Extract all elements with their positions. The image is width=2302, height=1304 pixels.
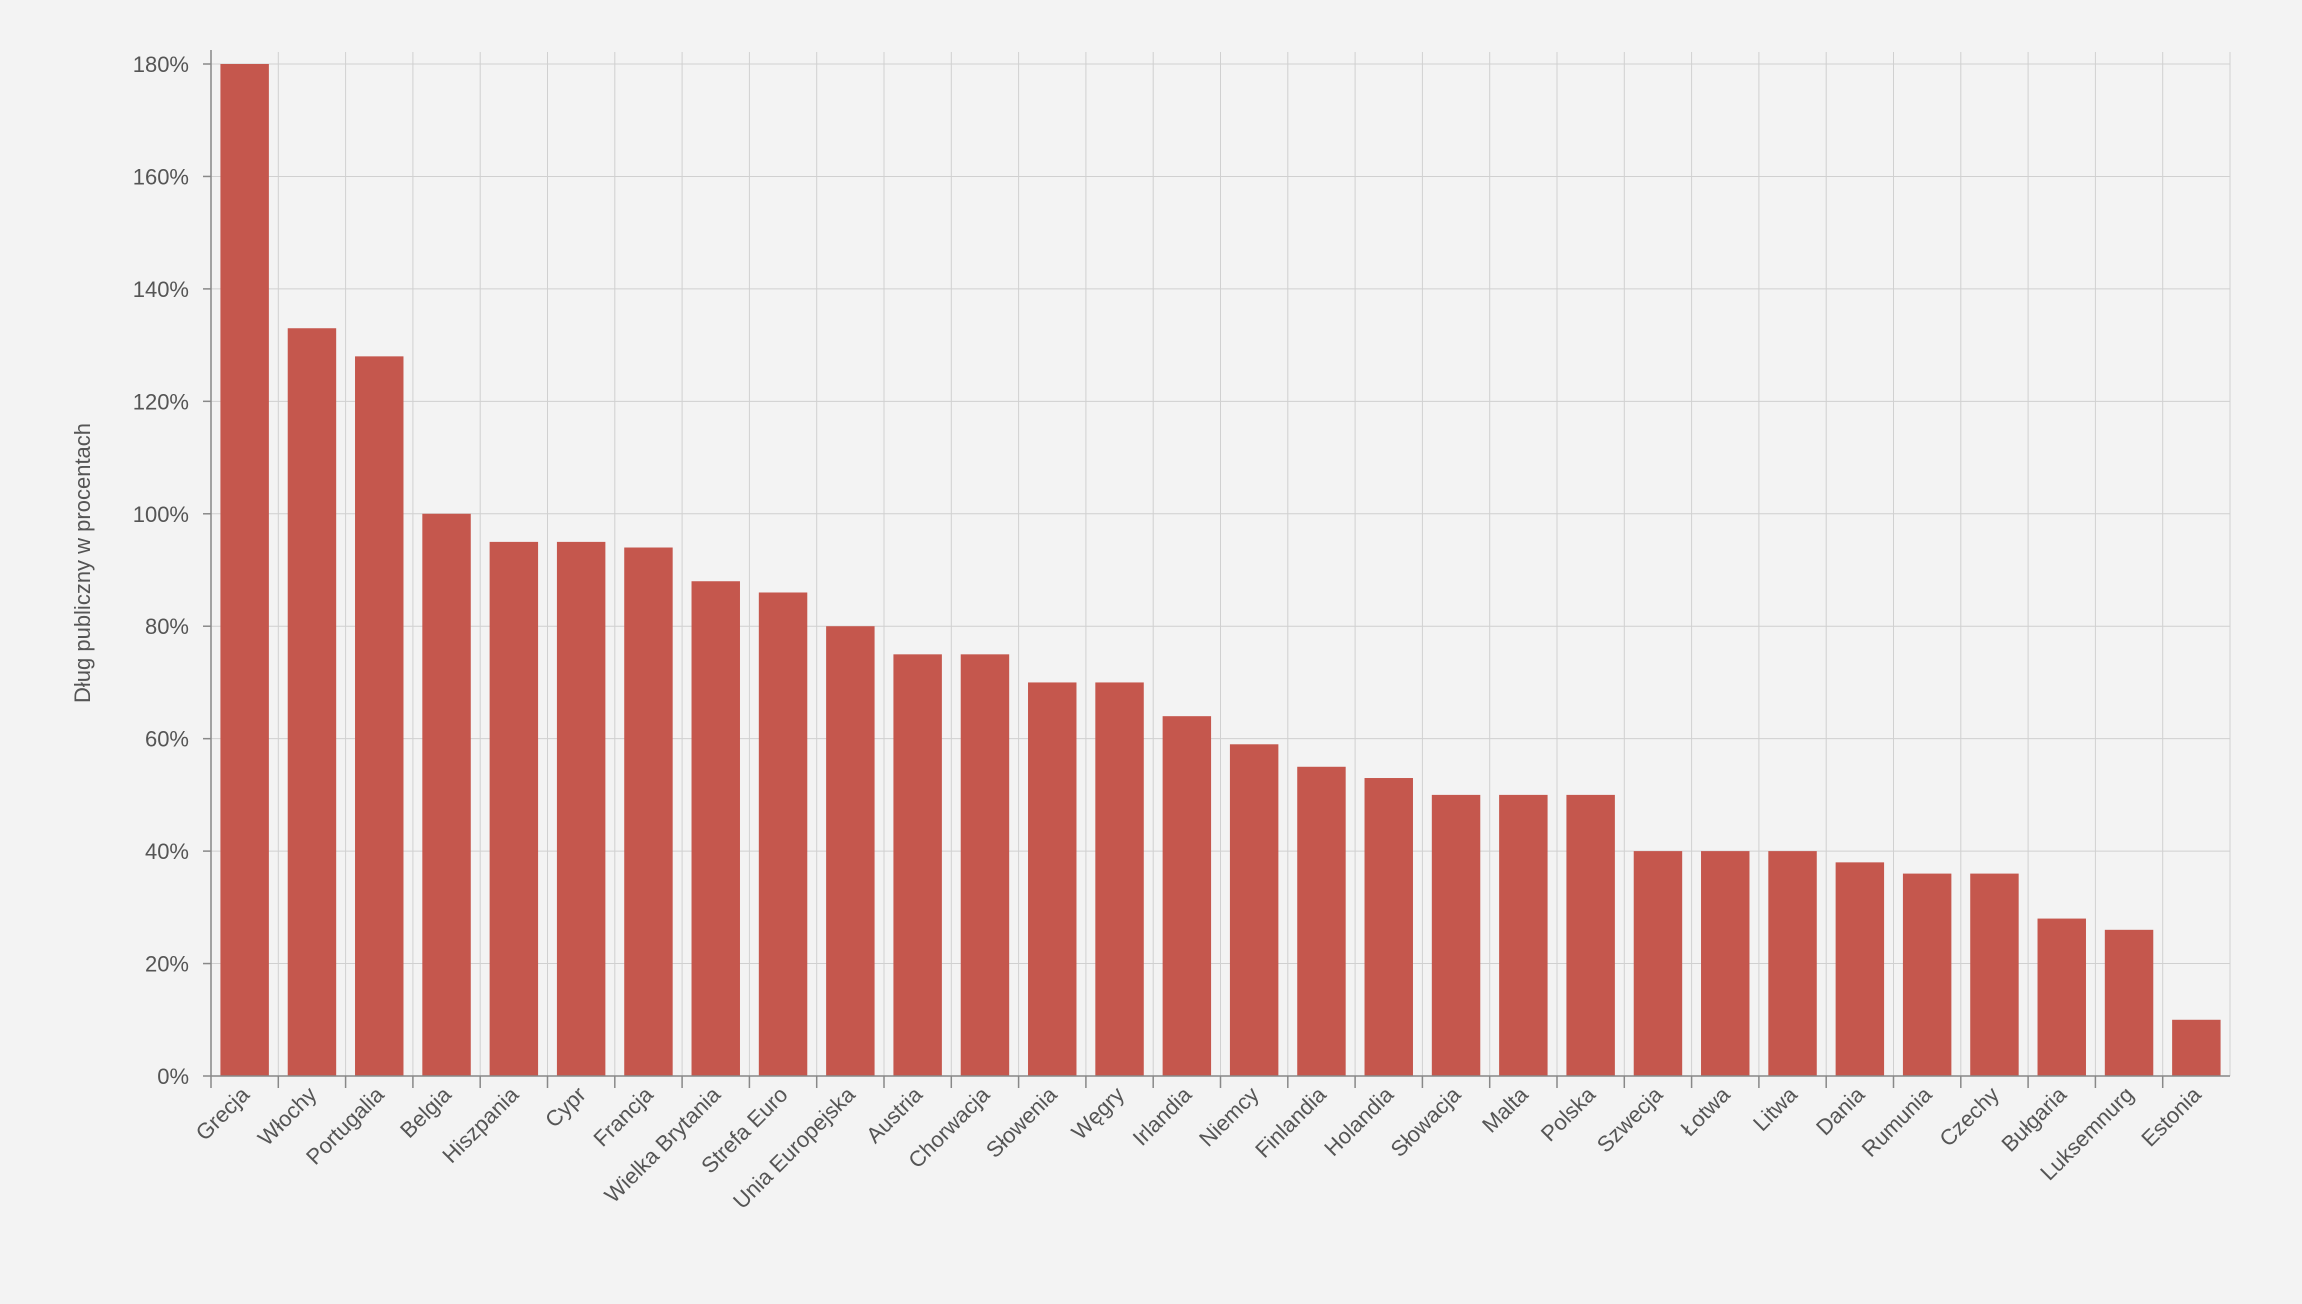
x-tick-label: Finlandia <box>1250 1081 1331 1162</box>
y-tick-label: 100% <box>133 502 189 527</box>
y-tick-label: 140% <box>133 277 189 302</box>
bar <box>2037 918 2086 1076</box>
bar <box>758 592 808 1076</box>
x-tick-label: Unia Europejska <box>728 1081 860 1213</box>
y-tick-label: 120% <box>133 389 189 414</box>
bar <box>1499 794 1548 1076</box>
bar <box>1701 851 1750 1076</box>
x-tick-label: Polska <box>1536 1081 1601 1146</box>
x-tick-label: Dania <box>1811 1081 1870 1140</box>
bar <box>2104 929 2154 1076</box>
bar <box>1768 851 1817 1076</box>
y-tick-label: 20% <box>145 952 189 977</box>
y-tick-label: 80% <box>145 614 189 639</box>
x-tick-label: Rumunia <box>1857 1081 1937 1161</box>
bar <box>691 581 740 1076</box>
bar <box>355 356 404 1076</box>
bar <box>287 328 337 1076</box>
bar-layer <box>220 64 2221 1076</box>
x-tick-label: Czechy <box>1934 1082 2004 1152</box>
y-tick-label: 160% <box>133 164 189 189</box>
bar <box>1162 716 1212 1076</box>
x-tick-label: Włochy <box>253 1082 322 1151</box>
bar <box>1297 766 1346 1076</box>
x-tick-label: Szwecja <box>1592 1081 1668 1157</box>
x-tick-label: Litwa <box>1748 1081 1803 1136</box>
bar <box>220 64 269 1076</box>
y-axis-title: Dług publiczny w procentach <box>70 423 95 703</box>
bar <box>1229 744 1279 1076</box>
x-tick-label: Irlandia <box>1128 1081 1197 1150</box>
bar <box>422 513 471 1076</box>
x-tick-label: Grecja <box>191 1081 255 1145</box>
y-tick-label: 60% <box>145 727 189 752</box>
bar <box>1566 794 1615 1076</box>
bar <box>1431 794 1481 1076</box>
x-tick-label: Słowenia <box>981 1081 1062 1162</box>
grid-layer <box>210 52 2231 1077</box>
y-tick-label: 0% <box>157 1064 189 1089</box>
bar <box>1835 862 1885 1076</box>
x-tick-label: Łotwa <box>1676 1081 1736 1141</box>
x-tick-label: Cypr <box>540 1082 591 1133</box>
bar <box>826 626 875 1076</box>
bar <box>489 541 539 1076</box>
bar <box>1028 682 1077 1076</box>
bar <box>1633 851 1683 1076</box>
x-tick-label: Austria <box>861 1081 928 1148</box>
bar <box>1364 778 1413 1076</box>
x-tick-label: Słowacja <box>1386 1081 1466 1161</box>
x-tick-label: Węgry <box>1066 1082 1129 1145</box>
x-tick-label: Malta <box>1477 1081 1533 1137</box>
bar <box>2172 1019 2221 1076</box>
bar <box>1970 873 2019 1076</box>
bar <box>1902 873 1952 1076</box>
y-tick-label: 180% <box>133 52 189 77</box>
axis-layer <box>203 50 2230 1088</box>
bar <box>1095 682 1144 1076</box>
y-tick-label: 40% <box>145 839 189 864</box>
x-tick-label: Belgia <box>395 1081 456 1142</box>
x-tick-label: Estonia <box>2136 1081 2206 1151</box>
bar <box>893 654 942 1076</box>
bar <box>624 547 673 1076</box>
x-tick-label: Wielka Brytania <box>600 1081 726 1207</box>
x-tick-label: Holandia <box>1319 1081 1399 1161</box>
bar <box>556 541 606 1076</box>
bar <box>960 654 1010 1076</box>
